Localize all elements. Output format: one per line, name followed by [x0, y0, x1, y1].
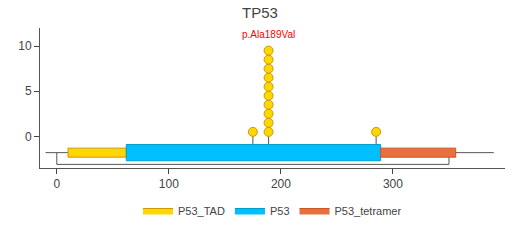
svg-text:100: 100	[159, 177, 179, 191]
svg-text:0: 0	[53, 177, 60, 191]
svg-text:p.Ala189Val: p.Ala189Val	[242, 29, 295, 40]
svg-text:P53_TAD: P53_TAD	[178, 205, 225, 217]
svg-text:P53_tetramer: P53_tetramer	[335, 205, 402, 217]
svg-text:300: 300	[383, 177, 403, 191]
svg-text:10: 10	[18, 39, 32, 53]
svg-text:5: 5	[25, 84, 32, 98]
svg-text:P53: P53	[270, 205, 290, 217]
svg-text:200: 200	[271, 177, 291, 191]
svg-text:TP53: TP53	[242, 4, 278, 21]
svg-text:0: 0	[25, 130, 32, 144]
